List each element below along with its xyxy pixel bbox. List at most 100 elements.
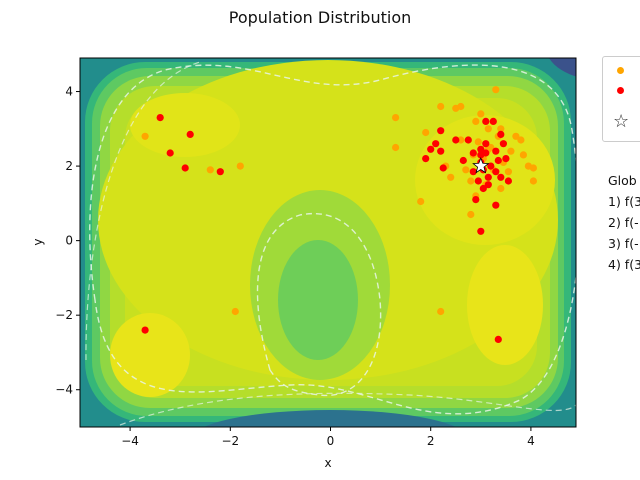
scatter-point-series-1	[432, 140, 440, 148]
scatter-point-series-0	[467, 177, 475, 185]
contour-line-left	[85, 61, 201, 361]
central-valley-inner	[278, 240, 358, 360]
scatter-point-series-0	[437, 102, 445, 111]
scatter-point-series-0	[236, 162, 244, 170]
scatter-point-series-0	[504, 168, 512, 176]
scatter-point-series-1	[141, 326, 149, 334]
x-tick-label: 0	[327, 434, 335, 448]
global-text-line: 3) f(-	[608, 236, 639, 251]
legend-marker-orange	[617, 67, 624, 74]
y-tick-label: −4	[55, 383, 73, 397]
scatter-point-series-1	[502, 155, 510, 163]
scatter-point-series-1	[494, 156, 502, 165]
basin-top-left	[130, 93, 240, 157]
x-tick-label: −4	[121, 434, 139, 448]
scatter-point-series-0	[519, 151, 528, 159]
scatter-point-series-0	[507, 147, 515, 155]
basin-bottom-left	[110, 313, 190, 397]
legend-row-star: ☆	[603, 111, 640, 132]
global-text-line: 4) f(3	[608, 257, 640, 272]
basin-top-right	[415, 115, 555, 245]
edge-bottom	[203, 410, 457, 427]
scatter-point-series-1	[186, 130, 194, 138]
scatter-point-series-1	[479, 184, 487, 193]
scatter-point-series-1	[482, 117, 490, 125]
x-tick-label: 4	[527, 434, 535, 448]
scatter-point-series-1	[427, 145, 435, 153]
scatter-point-series-1	[492, 147, 500, 155]
contour-background	[80, 58, 576, 427]
legend-row-red	[603, 87, 640, 103]
scatter-point-series-0	[529, 164, 538, 172]
scatter-point-series-0	[484, 125, 492, 133]
scatter-point-series-1	[472, 196, 480, 204]
y-axis-label: y	[31, 238, 45, 245]
scatter-point-series-0	[529, 177, 538, 185]
legend-row-orange	[603, 67, 640, 83]
scatter-point-series-1	[459, 156, 467, 165]
scatter-point-series-0	[206, 166, 214, 174]
scatter-point-series-0	[517, 136, 525, 144]
contour-line-outer	[89, 64, 576, 415]
global-text-line: Glob	[608, 173, 637, 188]
scatter-point-series-0	[492, 86, 500, 94]
scatter-point-series-1	[497, 173, 505, 181]
scatter-point-series-0	[437, 307, 445, 316]
scatter-point-series-1	[464, 136, 472, 144]
scatter-point-series-1	[166, 149, 174, 157]
scatter-point-series-0	[447, 173, 455, 181]
scatter-point-series-0	[497, 125, 505, 133]
legend-star-icon: ☆	[613, 111, 630, 132]
scatter-point-series-1	[499, 140, 507, 148]
scatter-point-series-1	[492, 201, 500, 209]
chart-title: Population Distribution	[228, 8, 412, 27]
legend: ☆	[602, 56, 640, 142]
scatter-point-series-0	[512, 132, 520, 140]
scatter-point-series-1	[494, 335, 502, 343]
scatter-point-series-1	[452, 136, 460, 144]
scatter-point-series-0	[457, 136, 465, 144]
scatter-point-series-1	[474, 177, 482, 185]
scatter-point-series-0	[422, 128, 430, 137]
y-tick-label: 0	[65, 234, 73, 248]
scatter-point-series-0	[497, 184, 505, 193]
scatter-point-series-1	[216, 168, 224, 176]
x-tick-label: 2	[427, 434, 435, 448]
y-tick-label: 2	[65, 159, 73, 173]
basin-bottom-right	[467, 245, 543, 365]
legend-marker-red	[617, 87, 624, 94]
contour-line-center	[256, 212, 382, 397]
scatter-point-series-1	[437, 147, 445, 155]
scatter-point-series-0	[462, 166, 470, 174]
x-axis-label: x	[324, 456, 331, 470]
scatter-point-series-1	[484, 181, 492, 189]
scatter-point-series-1	[422, 155, 430, 163]
scatter-point-series-1	[489, 117, 497, 125]
contour-line-bottom	[119, 392, 576, 426]
plot-frame	[79, 57, 577, 428]
scatter-point-series-1	[492, 168, 500, 176]
scatter-marks	[141, 86, 538, 343]
scatter-point-series-0	[231, 307, 239, 316]
scatter-point-series-1	[181, 164, 189, 172]
scatter-point-series-0	[392, 143, 400, 152]
scatter-point-series-0	[417, 197, 425, 206]
scatter-point-series-1	[156, 114, 164, 122]
scatter-point-series-1	[437, 127, 445, 135]
scatter-point-series-0	[392, 114, 400, 122]
scatter-point-series-1	[482, 140, 490, 148]
scatter-point-series-1	[477, 145, 485, 153]
global-text-line: 1) f(3	[608, 194, 640, 209]
scatter-point-series-0	[474, 138, 482, 146]
scatter-point-series-1	[477, 227, 485, 235]
scatter-point-series-1	[497, 130, 505, 138]
scatter-point-series-0	[141, 132, 149, 140]
scatter-point-series-1	[484, 173, 492, 181]
scatter-point-series-1	[469, 149, 477, 157]
scatter-point-series-1	[487, 162, 495, 170]
axis-ticks: −4 −2 0 2 4 −4 −2 0 2 4	[55, 85, 534, 448]
global-optima-text: Glob 1) f(3 2) f(- 3) f(- 4) f(3	[608, 170, 640, 275]
scatter-point-series-1	[439, 164, 447, 172]
global-text-line: 2) f(-	[608, 215, 639, 230]
